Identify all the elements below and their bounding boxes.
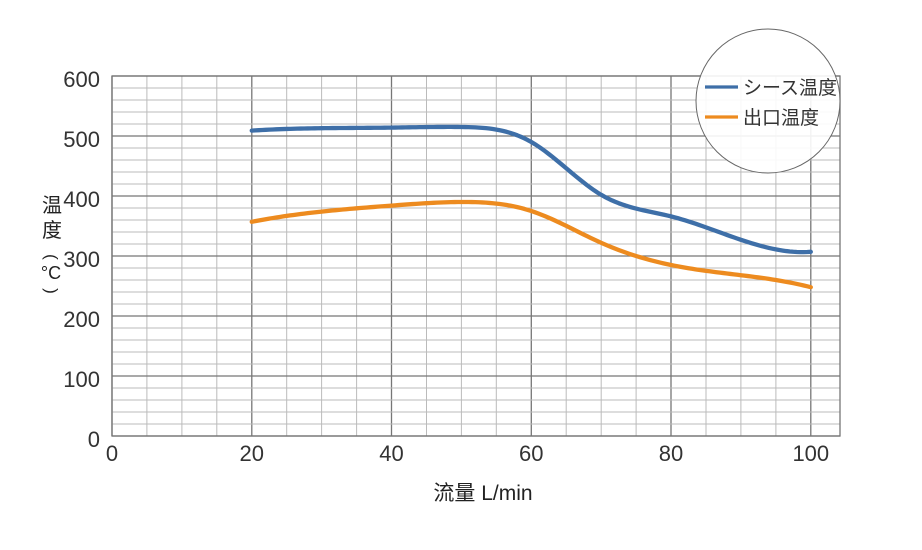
svg-text:流量 L/min: 流量 L/min [433, 482, 532, 505]
svg-text:40: 40 [379, 441, 403, 466]
svg-text:(: ( [42, 254, 61, 260]
svg-text:200: 200 [63, 307, 100, 332]
svg-text:シース温度: シース温度 [743, 77, 837, 99]
svg-text:500: 500 [63, 127, 100, 152]
svg-text:600: 600 [63, 67, 100, 92]
svg-text:60: 60 [519, 441, 543, 466]
svg-text:100: 100 [63, 367, 100, 392]
svg-text:温: 温 [42, 194, 62, 217]
svg-text:0: 0 [88, 427, 100, 452]
svg-text:400: 400 [63, 187, 100, 212]
svg-text:出口温度: 出口温度 [743, 107, 819, 129]
svg-text:300: 300 [63, 247, 100, 272]
svg-text:80: 80 [659, 441, 683, 466]
svg-text:°C: °C [41, 263, 61, 283]
svg-text:度: 度 [42, 219, 62, 242]
svg-text:20: 20 [240, 441, 264, 466]
svg-text:): ) [42, 288, 61, 294]
svg-text:0: 0 [106, 441, 118, 466]
svg-text:100: 100 [792, 441, 829, 466]
